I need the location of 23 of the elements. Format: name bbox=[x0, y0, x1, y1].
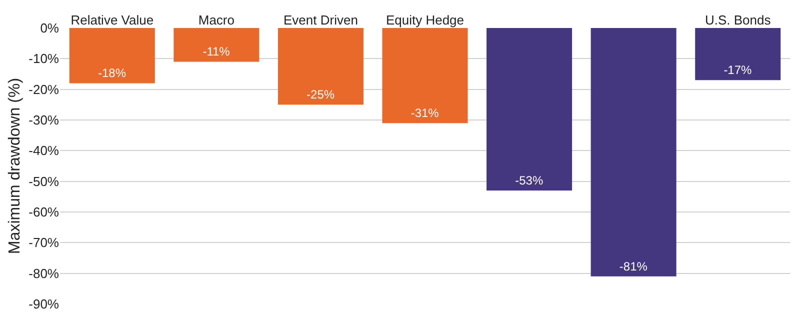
data-label: -25% bbox=[306, 88, 335, 102]
y-tick-label: -10% bbox=[28, 51, 60, 66]
y-tick-label: -70% bbox=[28, 235, 60, 250]
y-tick-label: -80% bbox=[28, 266, 60, 281]
x-tick-label: Equity Hedge bbox=[386, 12, 464, 28]
y-tick-label: 0% bbox=[40, 20, 60, 36]
data-label: -81% bbox=[619, 259, 648, 274]
x-tick-label: Macro bbox=[198, 12, 234, 28]
y-tick-label: -50% bbox=[28, 174, 60, 189]
y-tick-label: -90% bbox=[28, 296, 60, 312]
y-tick-label: -60% bbox=[28, 204, 60, 220]
y-tick-label: -20% bbox=[28, 82, 60, 97]
data-label: -31% bbox=[410, 106, 440, 120]
y-tick-label: -40% bbox=[28, 143, 60, 158]
data-label: -18% bbox=[98, 66, 126, 80]
x-tick-label: Relative Value bbox=[70, 12, 154, 28]
y-axis-title: Maximum drawdown (%) bbox=[6, 78, 24, 254]
data-label: -53% bbox=[515, 174, 544, 188]
x-tick-label: U.S. Bonds bbox=[704, 12, 772, 28]
y-tick-label: -30% bbox=[28, 112, 60, 128]
data-label: -17% bbox=[724, 63, 752, 78]
data-label: -11% bbox=[202, 44, 230, 59]
x-tick-label: Event Driven bbox=[284, 12, 358, 28]
